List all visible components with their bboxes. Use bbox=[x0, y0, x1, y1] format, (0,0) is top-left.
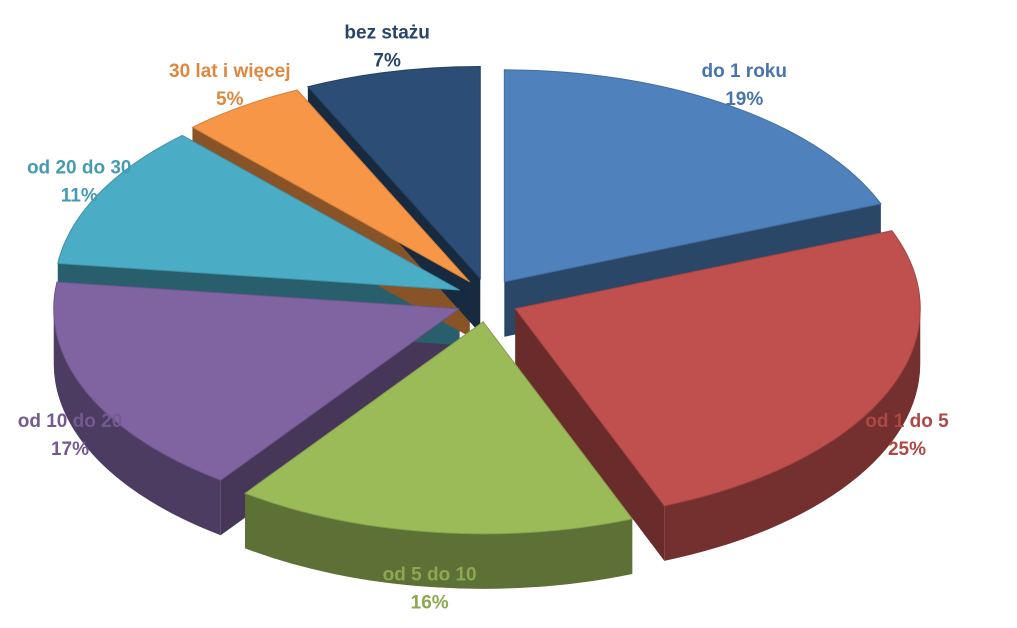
slice-value-label: 7% bbox=[373, 51, 401, 72]
slice-label: od 5 do 10 bbox=[383, 565, 477, 586]
slice-value-label: 19% bbox=[725, 89, 763, 110]
slice-label: od 20 do 30 bbox=[27, 158, 132, 179]
slice bbox=[503, 69, 882, 283]
slice-value-label: 11% bbox=[61, 186, 98, 207]
slice-value-label: 17% bbox=[51, 439, 89, 460]
slice bbox=[191, 89, 471, 283]
slice bbox=[306, 66, 481, 280]
slice-value-label: 25% bbox=[888, 439, 926, 460]
slice-label: do 1 roku bbox=[701, 61, 787, 82]
slice bbox=[53, 281, 461, 481]
slice bbox=[514, 230, 921, 507]
slice bbox=[244, 321, 634, 535]
slice-side bbox=[53, 308, 221, 536]
slice-wall bbox=[515, 308, 665, 561]
slice-side bbox=[664, 308, 921, 561]
slice-value-label: 16% bbox=[411, 593, 449, 614]
slice-value-label: 5% bbox=[216, 89, 244, 110]
slice bbox=[57, 134, 460, 291]
slice-label: bez stażu bbox=[344, 23, 430, 44]
slice-label: od 1 do 5 bbox=[865, 411, 949, 432]
slice-label: 30 lat i więcej bbox=[169, 61, 290, 82]
slice-label: od 10 do 20 bbox=[18, 411, 123, 432]
slice-side bbox=[245, 493, 633, 589]
